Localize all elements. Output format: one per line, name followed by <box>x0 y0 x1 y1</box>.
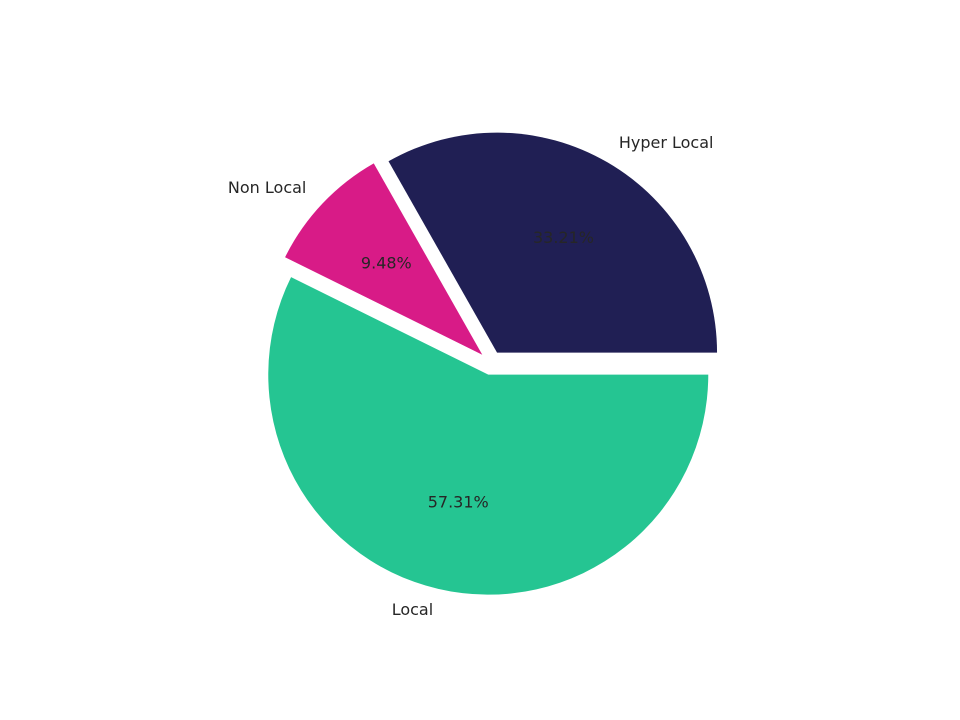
value-label: 33.21% <box>533 228 594 247</box>
value-label: 9.48% <box>361 254 412 273</box>
slice-label: Hyper Local <box>619 133 714 152</box>
pie-slice <box>388 132 718 353</box>
slice-label: Non Local <box>228 178 306 197</box>
pie-slice <box>285 163 483 355</box>
slice-label: Local <box>392 600 433 619</box>
pie-slice <box>268 277 709 595</box>
value-label: 57.31% <box>428 493 489 512</box>
